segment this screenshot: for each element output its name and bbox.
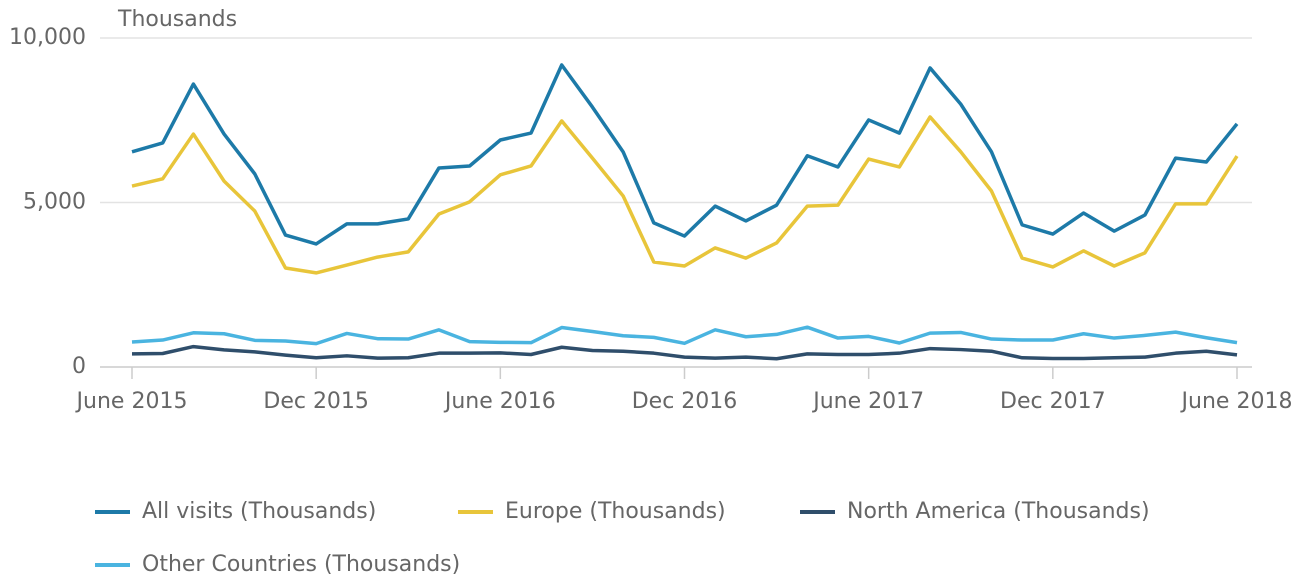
x-tick-label: Dec 2016 (632, 389, 738, 414)
y-tick-label: 10,000 (9, 25, 86, 50)
x-tick-label: June 2017 (811, 389, 924, 414)
y-tick-label: 0 (72, 354, 86, 379)
series-line (131, 115, 1239, 275)
x-tick-label: Dec 2017 (1000, 389, 1106, 414)
axis-unit-label: Thousands (117, 7, 237, 32)
series-line (131, 344, 1238, 361)
x-tick-label: June 2015 (75, 389, 188, 414)
x-tick-label: Dec 2015 (263, 389, 369, 414)
legend-label: Other Countries (Thousands) (142, 552, 460, 577)
legend-label: Europe (Thousands) (505, 499, 726, 524)
series-line (131, 63, 1239, 246)
legend-label: All visits (Thousands) (142, 499, 376, 524)
x-tick-label: June 2018 (1180, 389, 1293, 414)
y-tick-label: 5,000 (23, 190, 86, 215)
legend-label: North America (Thousands) (847, 499, 1150, 524)
series-line (131, 325, 1238, 346)
x-tick-label: June 2016 (443, 389, 556, 414)
